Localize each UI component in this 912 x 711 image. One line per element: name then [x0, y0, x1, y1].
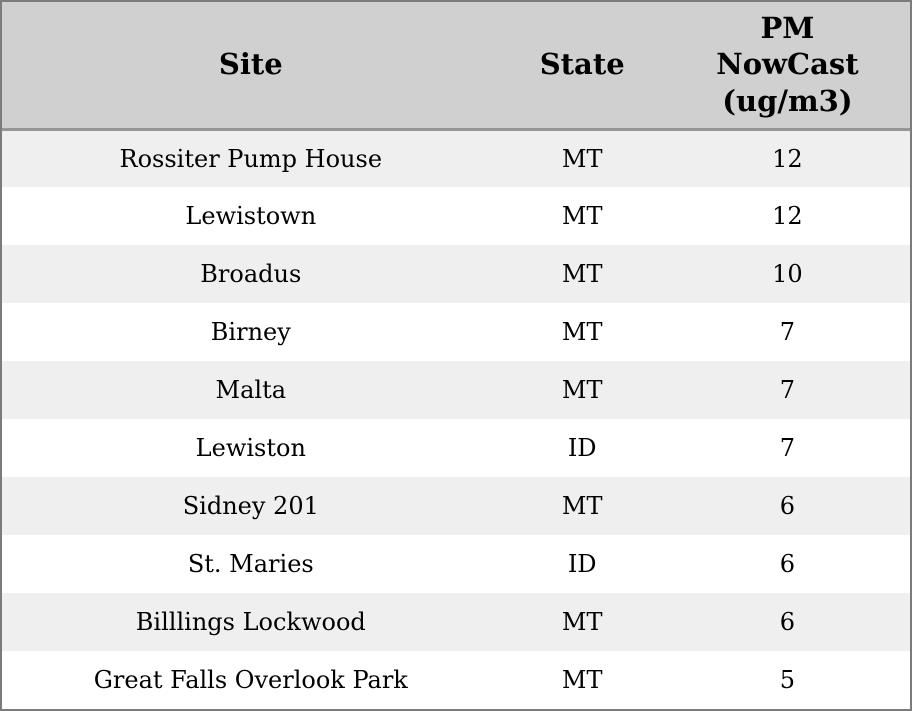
header-row: Site State PM NowCast (ug/m3): [2, 2, 910, 131]
state-cell: MT: [561, 202, 603, 230]
state-cell: ID: [567, 434, 597, 462]
site-cell: Sidney 201: [182, 492, 319, 520]
table-row: Malta MT 7: [2, 361, 910, 419]
site-cell: St. Maries: [187, 550, 314, 578]
site-cell: Billlings Lockwood: [135, 608, 366, 636]
table-row: St. Maries ID 6: [2, 535, 910, 593]
pm-value-cell: 7: [779, 376, 796, 404]
pm-value-cell: 10: [772, 260, 803, 288]
site-cell: Malta: [215, 376, 287, 404]
state-cell: MT: [561, 260, 603, 288]
site-cell: Lewiston: [195, 434, 306, 462]
state-cell: MT: [561, 144, 603, 173]
table-body: Rossiter Pump House MT 12 Lewistown MT 1…: [2, 129, 910, 709]
site-cell: Broadus: [200, 260, 302, 288]
site-cell: Great Falls Overlook Park: [93, 666, 408, 694]
table-row: Birney MT 7: [2, 303, 910, 361]
table-row: Broadus MT 10: [2, 245, 910, 303]
column-header-state: State: [499, 2, 665, 131]
table-row: Lewiston ID 7: [2, 419, 910, 477]
table-row: Billlings Lockwood MT 6: [2, 593, 910, 651]
state-cell: MT: [561, 666, 603, 694]
table-row: Lewistown MT 12: [2, 187, 910, 245]
pm-value-cell: 12: [772, 202, 803, 230]
column-header-pm-nowcast: PM NowCast (ug/m3): [664, 2, 910, 131]
pm-value-cell: 5: [779, 666, 796, 694]
state-cell: MT: [561, 318, 603, 346]
pm-value-cell: 6: [779, 492, 796, 520]
state-cell: MT: [561, 376, 603, 404]
table-row: Sidney 201 MT 6: [2, 477, 910, 535]
table-row: Rossiter Pump House MT 12: [2, 129, 910, 187]
site-cell: Birney: [210, 318, 291, 346]
state-cell: MT: [561, 608, 603, 636]
table-row: Great Falls Overlook Park MT 5: [2, 651, 910, 709]
state-cell: MT: [561, 492, 603, 520]
site-cell: Lewistown: [185, 202, 317, 230]
pm-value-cell: 7: [779, 434, 796, 462]
site-cell: Rossiter Pump House: [119, 144, 383, 173]
pm-value-cell: 6: [779, 550, 796, 578]
state-cell: ID: [567, 550, 597, 578]
table-header: Site State PM NowCast (ug/m3): [2, 2, 910, 131]
pm-value-cell: 7: [779, 318, 796, 346]
pm-value-cell: 6: [779, 608, 796, 636]
pm-value-cell: 12: [772, 144, 803, 173]
column-header-site: Site: [2, 2, 500, 131]
